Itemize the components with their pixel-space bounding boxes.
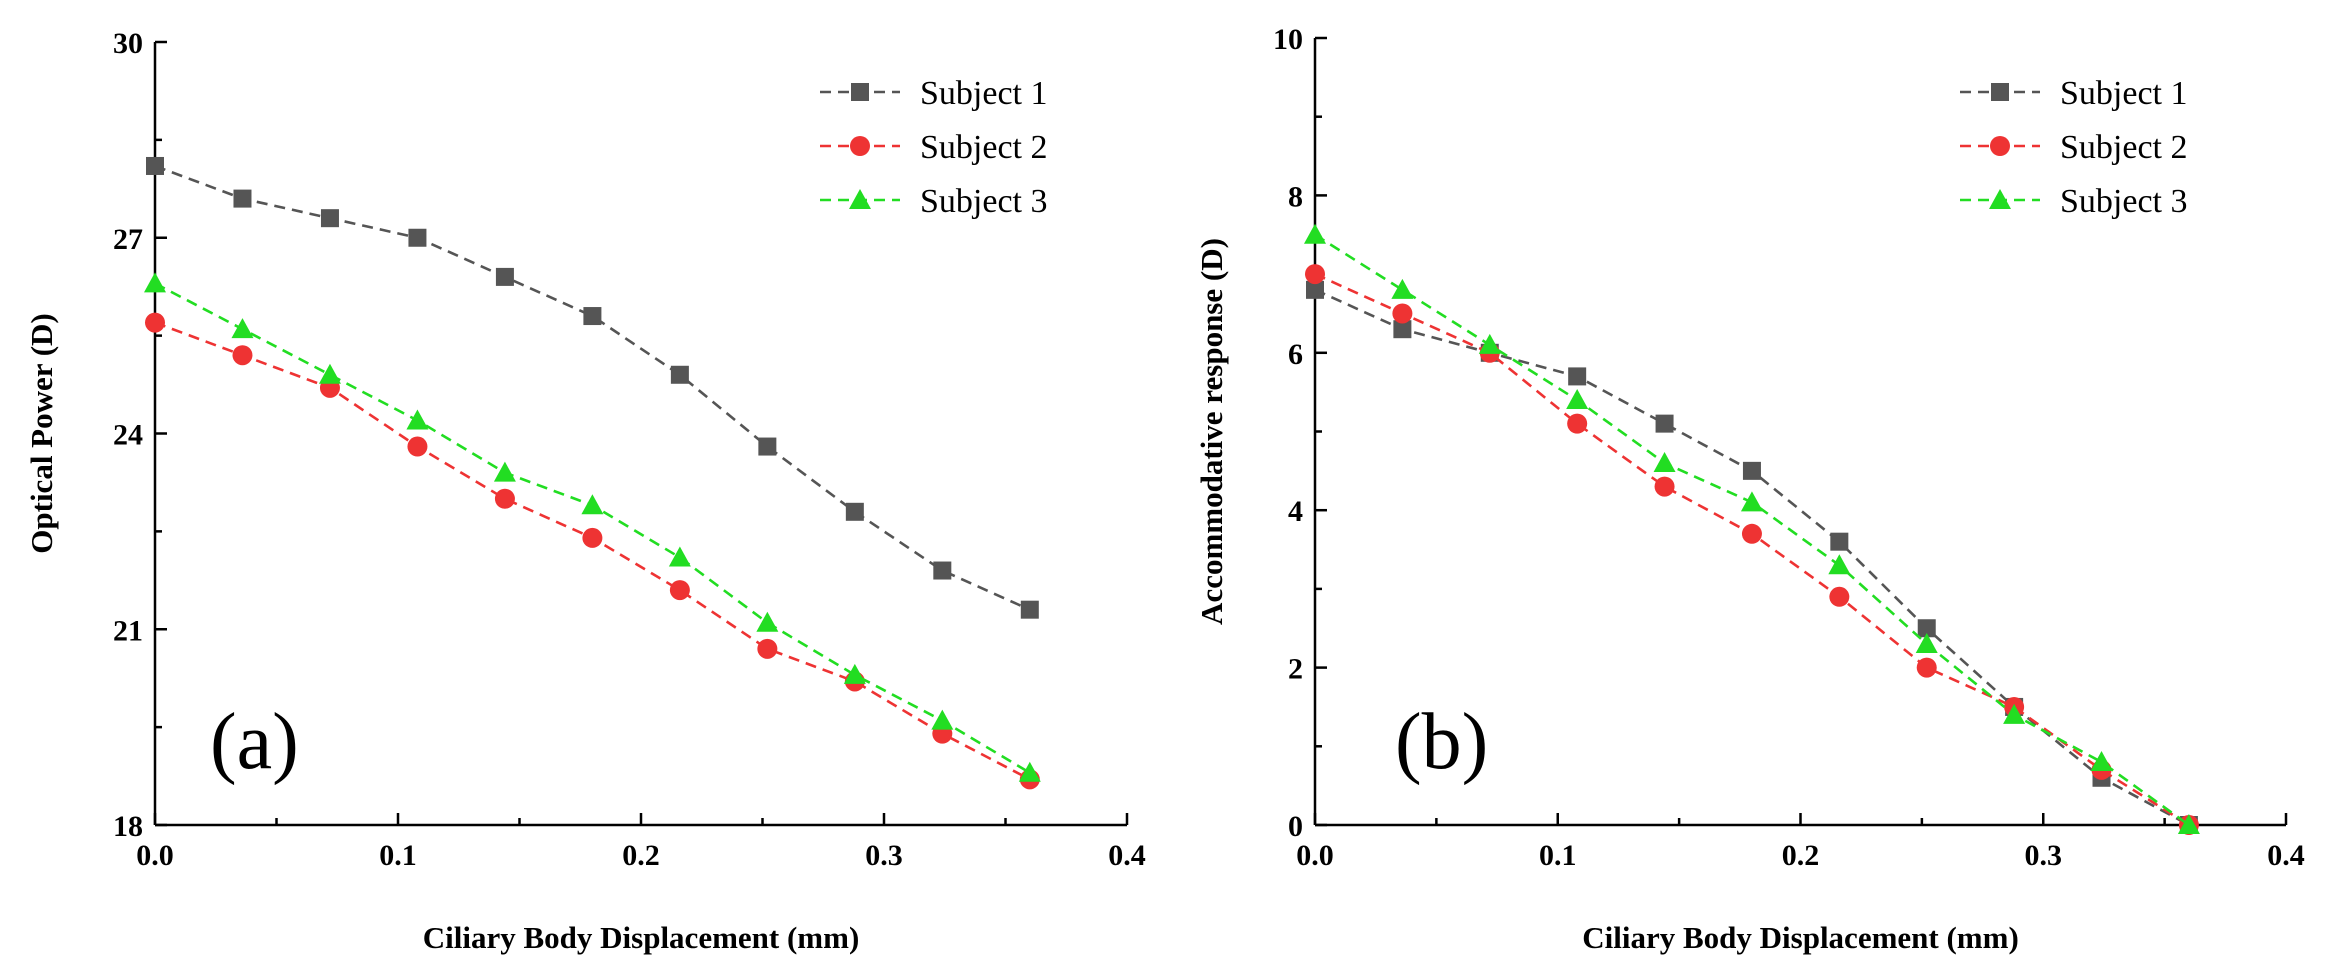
panel-b-x-tick-label: 0.2 bbox=[1782, 839, 1820, 872]
panel-a-data-point-subject-2 bbox=[145, 312, 165, 333]
panel-a-data-point-subject-1 bbox=[1020, 600, 1039, 619]
panel-a-legend-marker-subject-1 bbox=[851, 83, 869, 101]
panel-b-y-tick-label: 6 bbox=[1288, 338, 1303, 371]
panel-a-data-point-subject-1 bbox=[233, 189, 252, 208]
panel-b-y-tick-label: 2 bbox=[1288, 653, 1303, 686]
panel-a-data-point-subject-2 bbox=[669, 580, 690, 601]
panel-b-data-point-subject-2 bbox=[1916, 657, 1937, 678]
panel-a-data-point-subject-3 bbox=[318, 363, 341, 384]
panel-b-data-point-subject-3 bbox=[1391, 278, 1414, 299]
panel-b-data-point-subject-1 bbox=[1830, 532, 1849, 551]
panel-a-y-tick-label: 27 bbox=[113, 223, 143, 256]
panel-b-data-point-subject-3 bbox=[1566, 389, 1589, 410]
panel-a-data-point-subject-1 bbox=[845, 502, 864, 521]
panel-b-legend-marker-subject-3 bbox=[1989, 189, 2011, 209]
panel-a-data-point-subject-3 bbox=[756, 611, 779, 632]
panel-b-y-tick-label: 8 bbox=[1288, 180, 1303, 213]
panel-b-y-axis-label: Accommodative response (D) bbox=[1194, 238, 1229, 625]
panel-b-data-point-subject-3 bbox=[2177, 814, 2200, 834]
panel-a-series-line-subject-1 bbox=[154, 164, 1031, 611]
panel-b-data-point-subject-1 bbox=[1306, 280, 1324, 299]
panel-b-x-axis-label: Ciliary Body Displacement (mm) bbox=[1582, 920, 2019, 955]
panel-a-data-point-subject-2 bbox=[494, 488, 515, 509]
panel-a-x-tick-label: 0.1 bbox=[379, 839, 417, 872]
panel-a-legend-label-subject-2: Subject 2 bbox=[920, 129, 1047, 166]
panel-b-data-point-subject-1 bbox=[1655, 414, 1674, 433]
panel-a-y-axis-label: Optical Power (D) bbox=[24, 313, 59, 553]
panel-a-data-point-subject-3 bbox=[231, 318, 254, 339]
panel-b-y-tick-label: 0 bbox=[1288, 810, 1303, 843]
panel-a-legend-marker-subject-3 bbox=[849, 189, 871, 209]
panel-a-data-point-subject-2 bbox=[407, 436, 428, 457]
panel-b-data-point-subject-2 bbox=[1829, 586, 1850, 607]
panel-b-data-point-subject-2 bbox=[1305, 264, 1325, 285]
panel-a-data-point-subject-1 bbox=[933, 561, 952, 580]
panel-b-x-tick-label: 0.3 bbox=[2025, 839, 2063, 872]
panel-a-legend-label-subject-3: Subject 3 bbox=[920, 183, 1047, 220]
panel-b-x-tick-label: 0.0 bbox=[1296, 839, 1334, 872]
panel-a-data-point-subject-2 bbox=[757, 638, 778, 659]
panel-a-y-tick-label: 18 bbox=[113, 810, 143, 843]
panel-a-data-point-subject-1 bbox=[320, 209, 339, 228]
panel-b-data-point-subject-1 bbox=[1393, 320, 1412, 339]
panel-a-data-point-subject-3 bbox=[406, 409, 429, 430]
panel-a-data-point-subject-1 bbox=[146, 156, 164, 175]
panel-b-data-point-subject-2 bbox=[1654, 476, 1675, 497]
panel-a-data-point-subject-2 bbox=[582, 527, 603, 548]
panel-b-legend-marker-subject-1 bbox=[1991, 83, 2009, 101]
panel-b-tag: (b) bbox=[1395, 698, 1488, 786]
panel-a-data-point-subject-1 bbox=[408, 228, 427, 247]
panel-a-data-point-subject-3 bbox=[493, 461, 516, 482]
panel-a-legend-marker-subject-2 bbox=[850, 136, 870, 156]
panel-b: 0.0 0.1 0.2 0.3 0.4 0 2 4 6 8 10 Ciliary Body Displ… bbox=[1194, 23, 2305, 955]
panel-b-data-point-subject-3 bbox=[1653, 451, 1676, 472]
panel-b-data-point-subject-1 bbox=[1742, 461, 1761, 480]
panel-a-data-point-subject-3 bbox=[668, 546, 691, 567]
panel-b-data-point-subject-3 bbox=[1740, 491, 1763, 512]
panel-a-data-point-subject-1 bbox=[670, 365, 689, 384]
panel-a-x-tick-label: 0.3 bbox=[865, 839, 903, 872]
panel-b-data-point-subject-3 bbox=[1915, 632, 1938, 653]
panel-a-legend-label-subject-1: Subject 1 bbox=[920, 75, 1047, 112]
panel-b-data-point-subject-3 bbox=[1828, 554, 1851, 575]
panel-b-data-point-subject-2 bbox=[1392, 303, 1413, 324]
panel-a-data-point-subject-3 bbox=[843, 663, 866, 684]
panel-a-x-tick-label: 0.4 bbox=[1108, 839, 1146, 872]
panel-b-data-point-subject-1 bbox=[1917, 619, 1936, 638]
panel-a-data-point-subject-1 bbox=[495, 267, 514, 286]
panel-a-y-tick-label: 21 bbox=[113, 614, 143, 647]
panel-a-y-tick-label: 30 bbox=[113, 27, 143, 60]
panel-a-y-tick-label: 24 bbox=[113, 419, 143, 452]
panel-b-data-point-subject-1 bbox=[1568, 367, 1587, 386]
panel-b-x-tick-label: 0.4 bbox=[2267, 839, 2305, 872]
panel-a-data-point-subject-1 bbox=[583, 307, 602, 326]
panel-b-legend-label-subject-3: Subject 3 bbox=[2060, 183, 2187, 220]
panel-b-data-point-subject-2 bbox=[1741, 523, 1762, 544]
panel-a-x-axis-label: Ciliary Body Displacement (mm) bbox=[423, 920, 860, 955]
panel-b-data-point-subject-3 bbox=[2090, 751, 2113, 772]
panel-a: 0.0 0.1 0.2 0.3 0.4 18 21 24 27 30 Ciliary Body Di… bbox=[24, 27, 1146, 955]
panel-a-data-point-subject-2 bbox=[232, 345, 253, 366]
panel-a-data-point-subject-1 bbox=[758, 437, 777, 456]
panel-a-tag: (a) bbox=[210, 698, 299, 786]
panel-b-data-point-subject-2 bbox=[1567, 413, 1588, 434]
panel-a-data-point-subject-3 bbox=[931, 709, 954, 730]
panel-b-y-tick-label: 4 bbox=[1288, 495, 1303, 528]
panel-a-data-point-subject-3 bbox=[581, 494, 604, 515]
panel-b-data-point-subject-3 bbox=[1478, 333, 1501, 354]
panel-b-data-point-subject-3 bbox=[2003, 703, 2026, 724]
panel-b-legend-marker-subject-2 bbox=[1990, 136, 2010, 156]
panel-b-legend-label-subject-1: Subject 1 bbox=[2060, 75, 2187, 112]
panel-a-x-tick-label: 0.2 bbox=[622, 839, 660, 872]
panel-b-data-point-subject-3 bbox=[1304, 223, 1326, 244]
panel-b-y-tick-label: 10 bbox=[1273, 23, 1303, 56]
panel-a-x-tick-label: 0.0 bbox=[136, 839, 174, 872]
panel-a-data-point-subject-3 bbox=[144, 272, 166, 293]
panel-a-data-point-subject-3 bbox=[1018, 761, 1041, 782]
panel-b-x-tick-label: 0.1 bbox=[1539, 839, 1577, 872]
panel-b-legend-label-subject-2: Subject 2 bbox=[2060, 129, 2187, 166]
